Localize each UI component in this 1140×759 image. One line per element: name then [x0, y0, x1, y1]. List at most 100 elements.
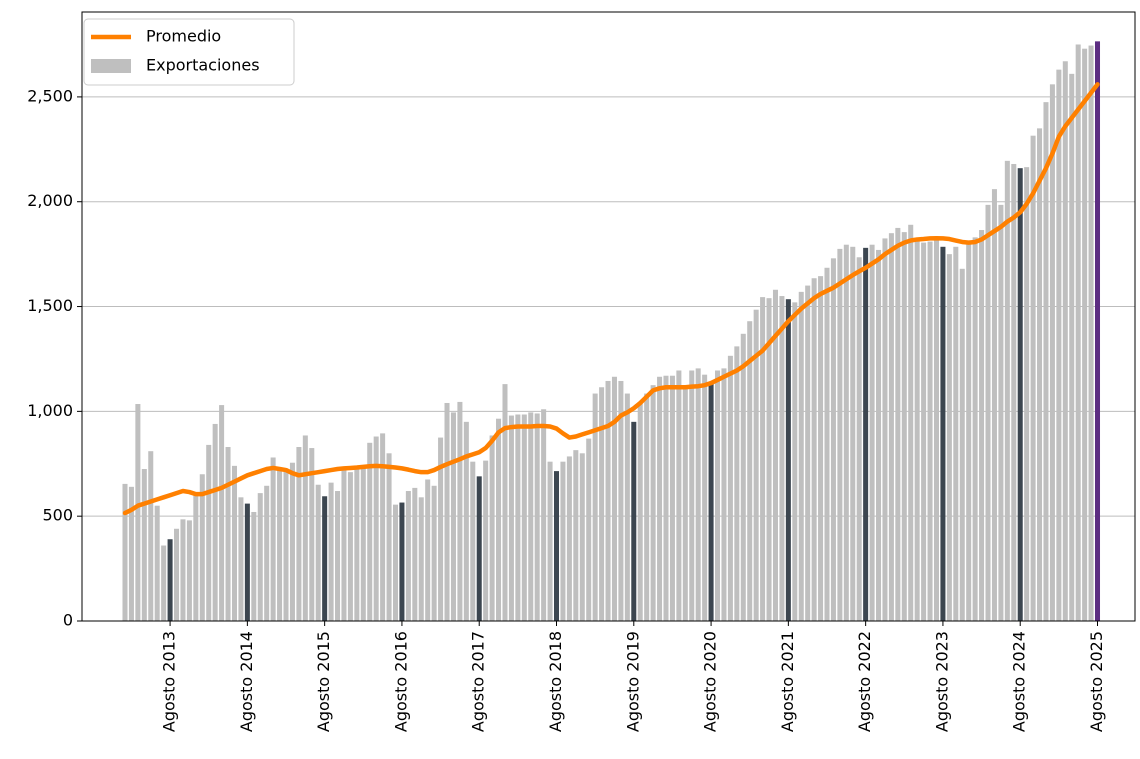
- bar: [341, 466, 347, 621]
- x-tick-label: Agosto 2025: [1087, 631, 1106, 732]
- bar: [367, 442, 373, 621]
- bar: [798, 291, 804, 621]
- bar: [727, 355, 733, 621]
- bar: [676, 370, 682, 621]
- x-tick-label: Agosto 2024: [1010, 631, 1029, 732]
- bar: [148, 451, 154, 621]
- bar: [946, 254, 952, 622]
- bar: [541, 409, 547, 621]
- bar: [264, 485, 270, 621]
- bar: [412, 487, 418, 621]
- bar: [573, 450, 579, 621]
- bar: [315, 484, 321, 621]
- bar: [914, 239, 920, 621]
- bar: [876, 249, 882, 621]
- bar: [695, 368, 701, 621]
- bar: [225, 447, 231, 621]
- bar: [244, 503, 250, 621]
- bar: [141, 469, 147, 621]
- bar: [528, 412, 534, 621]
- bar: [740, 333, 746, 621]
- bar: [927, 241, 933, 622]
- x-tick-label: Agosto 2019: [623, 631, 642, 732]
- bar: [985, 204, 991, 621]
- bar: [135, 404, 141, 621]
- y-tick-label: 2,500: [27, 86, 73, 105]
- bar: [624, 393, 630, 621]
- bar: [167, 539, 173, 621]
- average-line: [122, 82, 1100, 516]
- bar: [322, 496, 328, 621]
- bar: [1049, 84, 1055, 621]
- bar: [457, 401, 463, 621]
- bar: [1017, 168, 1023, 621]
- bar: [534, 413, 540, 621]
- bar: [431, 485, 437, 621]
- bar: [270, 457, 276, 621]
- bar: [186, 520, 192, 621]
- bar: [637, 402, 643, 621]
- bar: [972, 237, 978, 621]
- x-tick-label: Agosto 2017: [469, 631, 488, 732]
- bar: [599, 387, 605, 621]
- bar: [174, 528, 180, 621]
- bar: [618, 380, 624, 621]
- bar: [251, 511, 257, 621]
- bar: [1069, 73, 1075, 621]
- bar: [470, 461, 476, 621]
- bar: [1088, 45, 1094, 621]
- bar: [206, 444, 212, 621]
- bar: [180, 519, 186, 621]
- y-tick-label: 500: [42, 506, 73, 525]
- bar: [566, 456, 572, 621]
- bar: [882, 238, 888, 621]
- x-tick-label: Agosto 2020: [701, 631, 720, 732]
- bar: [360, 465, 366, 621]
- bar: [908, 224, 914, 621]
- bar: [386, 453, 392, 621]
- x-tick-label: Agosto 2021: [778, 631, 797, 732]
- bar: [496, 418, 502, 621]
- bar: [1030, 135, 1036, 621]
- bar: [689, 370, 695, 621]
- bar: [644, 393, 650, 621]
- bar: [921, 242, 927, 621]
- bar: [392, 504, 399, 621]
- bar: [380, 433, 386, 621]
- bar: [631, 421, 637, 621]
- bar: [830, 258, 836, 621]
- bar: [715, 370, 721, 621]
- bar: [772, 289, 778, 621]
- bar: [444, 402, 450, 621]
- bar: [212, 423, 218, 621]
- bar: [895, 227, 901, 621]
- bar: [515, 414, 521, 621]
- bar: [335, 491, 341, 621]
- bar: [277, 467, 283, 621]
- bar: [863, 247, 869, 621]
- bar: [553, 471, 560, 621]
- bar: [238, 497, 244, 621]
- bar: [959, 268, 965, 621]
- x-tick-label: Agosto 2014: [237, 631, 256, 732]
- bar: [766, 298, 772, 621]
- bar: [438, 437, 444, 621]
- bar: [991, 189, 997, 621]
- bar: [450, 412, 456, 621]
- bar: [708, 383, 714, 621]
- bar: [302, 435, 308, 621]
- bar: [1062, 61, 1068, 621]
- bar: [476, 476, 482, 621]
- bar: [657, 376, 663, 621]
- bar: [373, 436, 379, 621]
- bar: [818, 276, 824, 621]
- bar: [199, 474, 205, 621]
- bar: [933, 239, 940, 621]
- bar: [843, 244, 849, 621]
- bar: [586, 438, 592, 621]
- bar: [483, 460, 489, 621]
- bar: [888, 233, 894, 621]
- legend: Promedio Exportaciones: [83, 18, 295, 86]
- bar: [721, 368, 727, 621]
